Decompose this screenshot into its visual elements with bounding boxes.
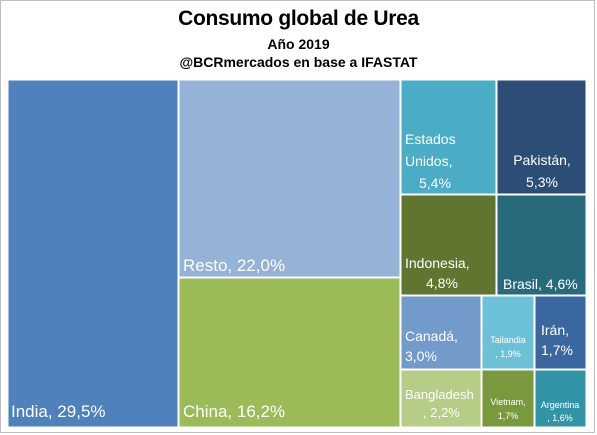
treemap-label-line: Bangladesh xyxy=(405,387,474,402)
treemap-label-line: 1,7% xyxy=(498,411,519,421)
treemap-label-line: 1,7% xyxy=(541,342,573,358)
treemap-rect-estados-unidos xyxy=(400,79,497,195)
treemap-label-brasil: Brasil, 4,6% xyxy=(503,276,578,292)
treemap-cell-vietnam: Vietnam, 1,7% xyxy=(481,369,535,428)
treemap-rect-brasil xyxy=(496,194,587,296)
treemap-label-argentina: Argentina , 1,6% xyxy=(541,400,580,423)
treemap-cell-india: India, 29,5% xyxy=(7,79,179,428)
treemap-rect-indonesia xyxy=(400,194,497,296)
chart-source: @BCRmercados en base a IFASTAT xyxy=(179,54,418,70)
treemap-rect-iran xyxy=(534,295,587,370)
treemap-rect-bangladesh xyxy=(400,369,482,428)
treemap-label-indonesia: Indonesia, 4,8% xyxy=(405,255,470,291)
treemap-label-resto: Resto, 22,0% xyxy=(183,256,285,275)
treemap-label-line: , 1,9% xyxy=(495,349,521,359)
treemap-cell-tailandia: Tailandia , 1,9% xyxy=(481,295,535,370)
treemap-rect-vietnam xyxy=(481,369,535,428)
treemap-cell-argentina: Argentina , 1,6% xyxy=(534,369,587,428)
treemap-rect-pakistan xyxy=(496,79,587,195)
treemap-label-line: India, 29,5% xyxy=(11,402,106,421)
treemap-label-line: Canadá, xyxy=(405,328,458,344)
treemap-cell-pakistan: Pakistán, 5,3% xyxy=(496,79,587,195)
treemap-label-line: China, 16,2% xyxy=(183,402,285,421)
treemap-rect-canada xyxy=(400,295,482,370)
treemap-label-line: Indonesia, xyxy=(405,255,470,271)
treemap-cell-bangladesh: Bangladesh , 2,2% xyxy=(400,369,482,428)
treemap-cell-resto: Resto, 22,0% xyxy=(178,79,401,278)
treemap-label-line: , 1,6% xyxy=(547,413,573,423)
chart-subtitle: Año 2019 xyxy=(267,36,330,52)
treemap-label-india: India, 29,5% xyxy=(11,402,106,421)
treemap-cell-indonesia: Indonesia, 4,8% xyxy=(400,194,497,296)
treemap-rect-argentina xyxy=(534,369,587,428)
treemap-rect-resto xyxy=(178,79,401,278)
treemap-rect-china xyxy=(178,277,401,428)
treemap-label-line: Resto, 22,0% xyxy=(183,256,285,275)
treemap-label-line: 5,3% xyxy=(526,174,558,190)
treemap-label-line: Tailandia xyxy=(490,335,526,345)
treemap-label-line: Pakistán, xyxy=(513,152,571,168)
treemap-cell-canada: Canadá, 3,0% xyxy=(400,295,482,370)
treemap-label-line: 4,8% xyxy=(426,275,458,291)
treemap-cell-brasil: Brasil, 4,6% xyxy=(496,194,587,296)
treemap-label-iran: Irán, 1,7% xyxy=(541,322,573,358)
treemap-label-line: Vietnam, xyxy=(490,397,525,407)
treemap-label-line: Argentina xyxy=(541,400,580,410)
treemap-label-pakistan: Pakistán, 5,3% xyxy=(513,152,571,190)
treemap-label-line: Unidos, xyxy=(405,153,452,169)
treemap-label-line: , 2,2% xyxy=(423,405,460,420)
treemap-label-canada: Canadá, 3,0% xyxy=(405,328,458,364)
treemap-label-line: 5,4% xyxy=(419,175,451,191)
treemap-label-bangladesh: Bangladesh , 2,2% xyxy=(405,387,474,420)
treemap-label-vietnam: Vietnam, 1,7% xyxy=(490,397,525,421)
treemap-cell-china: China, 16,2% xyxy=(178,277,401,428)
treemap-cell-iran: Irán, 1,7% xyxy=(534,295,587,370)
treemap-label-china: China, 16,2% xyxy=(183,402,285,421)
treemap-label-line: Brasil, 4,6% xyxy=(503,276,578,292)
chart-title: Consumo global de Urea xyxy=(178,7,419,30)
treemap-rect-tailandia xyxy=(481,295,535,370)
treemap-label-line: 3,0% xyxy=(405,348,437,364)
treemap-label-line: Irán, xyxy=(541,322,569,338)
treemap-label-line: Estados xyxy=(405,131,456,147)
treemap-rect-india xyxy=(7,79,179,428)
treemap-label-tailandia: Tailandia , 1,9% xyxy=(490,335,526,359)
treemap-label-estados-unidos: Estados Unidos, 5,4% xyxy=(405,131,456,191)
treemap-cell-estados-unidos: Estados Unidos, 5,4% xyxy=(400,79,497,195)
